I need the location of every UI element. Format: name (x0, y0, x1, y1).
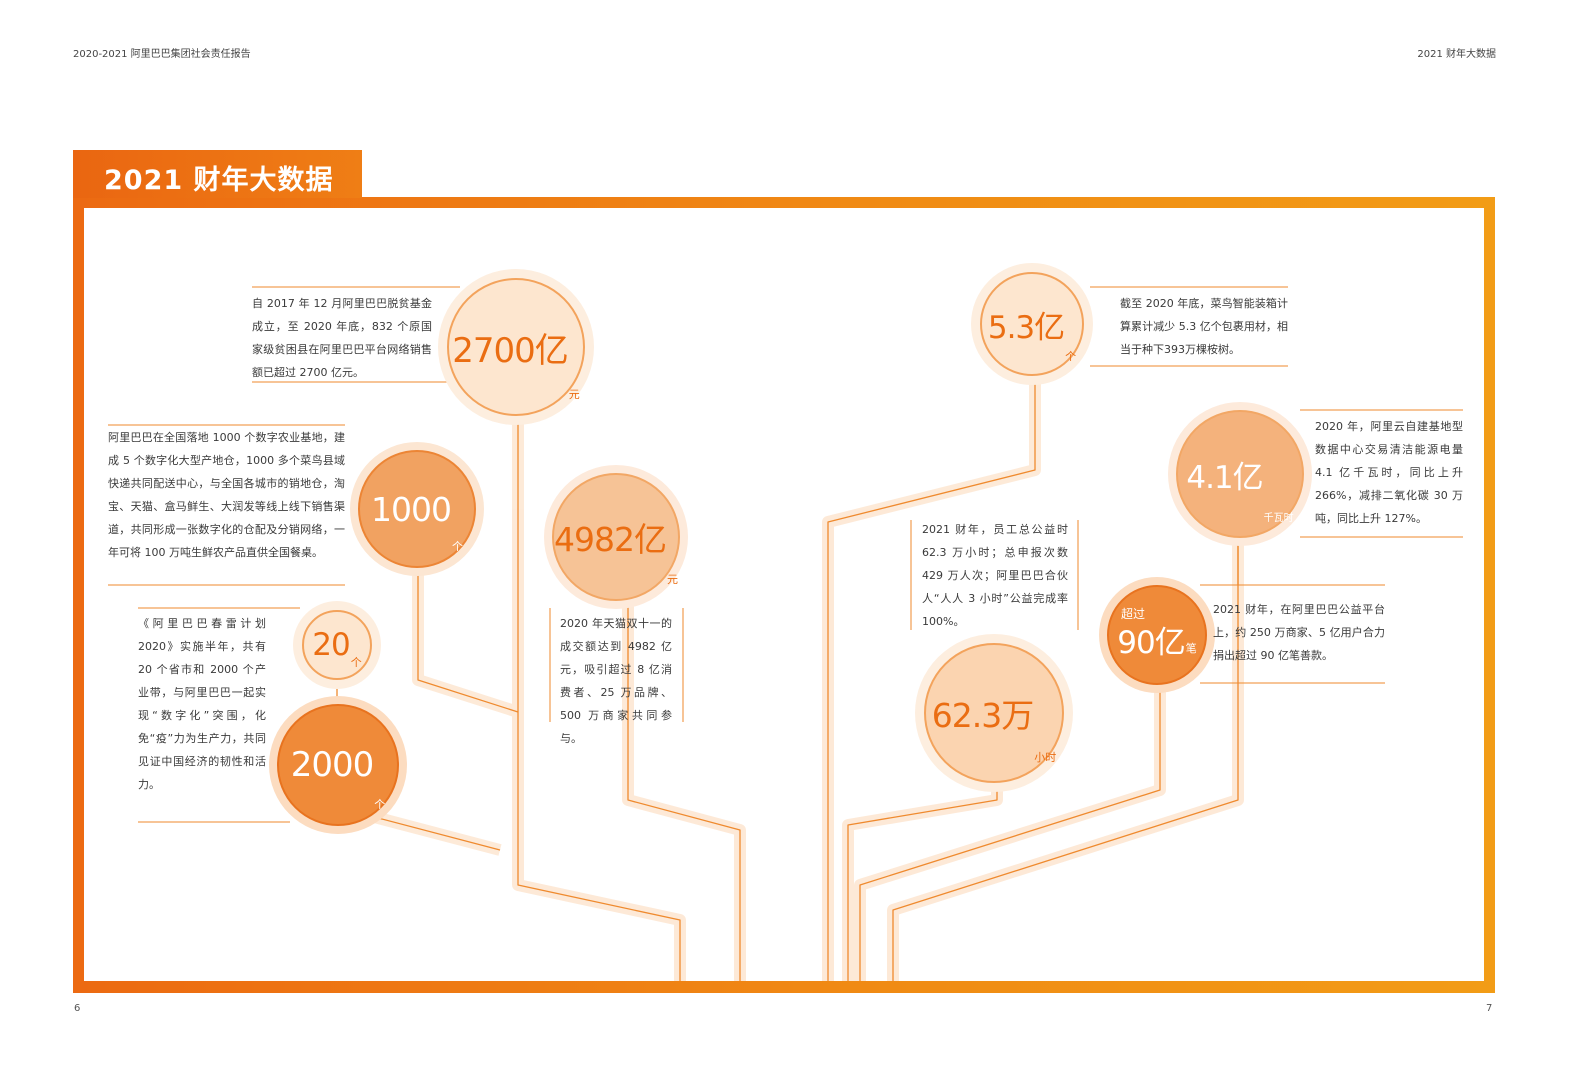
stat-prefix: 超过 (1121, 607, 1146, 621)
page-number-left: 6 (74, 1003, 81, 1014)
stat-unit: 小时 (1034, 751, 1057, 764)
stat-value: 4.1亿 (1186, 459, 1263, 496)
stat-bubble-5-3: 5.3亿个 (980, 272, 1084, 376)
stat-unit: 千瓦时 (1263, 513, 1294, 524)
page-number-right: 7 (1486, 1003, 1493, 1014)
stat-bubble-4-1: 4.1亿千瓦时 (1176, 410, 1304, 538)
stat-description-4982: 2020 年天猫双十一的成交额达到 4982 亿元，吸引超过 8 亿消费者、25… (560, 617, 672, 745)
stat-value: 2000 (290, 745, 375, 785)
stat-bubble-1000: 1000 个 (358, 450, 476, 568)
stat-description-5-3: 截至 2020 年底，菜鸟智能装箱计算累计减少 5.3 亿个包裹用材，相当于种下… (1120, 297, 1288, 356)
title-tab (73, 150, 362, 198)
stat-unit: 元 (568, 388, 580, 401)
stat-value: 90亿 (1117, 625, 1185, 661)
stat-bubble-62-3: 62.3万小时 (924, 643, 1064, 783)
stat-value: 4982亿 (554, 520, 667, 559)
stat-unit: 个 (451, 540, 463, 553)
stat-unit: 笔 (1185, 642, 1197, 655)
stat-unit: 个 (350, 656, 362, 669)
stat-bubble-20: 20 个 (302, 610, 372, 680)
stat-bubble-2000: 2000 个 (277, 704, 399, 826)
stat-description-4-1: 2020 年，阿里云自建基地型数据中心交易清洁能源电量 4.1 亿千瓦时，同比上… (1315, 420, 1463, 525)
stat-unit: 个 (1065, 350, 1077, 363)
stat-value: 20 (312, 627, 350, 663)
stat-unit: 元 (666, 573, 678, 586)
stat-value: 2700亿 (452, 330, 569, 371)
stat-description-90: 2021 财年，在阿里巴巴公益平台上，约 250 万商家、5 亿用户合力捐出超过… (1213, 603, 1385, 662)
stat-description-62-3: 2021 财年，员工总公益时 62.3 万小时；总申报次数 429 万人次；阿里… (922, 523, 1068, 628)
stat-bubble-90: 超过 90亿笔 (1107, 585, 1207, 685)
stat-value: 1000 (371, 489, 452, 529)
section-title-header: 2021 财年大数据 (1417, 49, 1496, 60)
content-panel (84, 208, 1484, 981)
stat-description-1000: 阿里巴巴在全国落地 1000 个数字农业基地，建成 5 个数字化大型产地仓，10… (108, 431, 345, 559)
report-title-header: 2020-2021 阿里巴巴集团社会责任报告 (73, 49, 251, 60)
page-title: 2021 财年大数据 (104, 165, 334, 196)
stat-unit: 个 (374, 798, 386, 811)
stat-bubble-4982: 4982亿元 (552, 473, 680, 601)
stat-description-2000: 《阿里巴巴春雷计划 2020》实施半年，共有 20 个省市和 2000 个产业带… (138, 617, 266, 791)
stat-value: 5.3亿 (987, 309, 1065, 346)
stat-bubble-2700: 2700亿元 (447, 278, 585, 416)
stat-value: 62.3万 (931, 696, 1034, 735)
stat-description-2700: 自 2017 年 12 月阿里巴巴脱贫基金成立，至 2020 年底，832 个原… (252, 297, 432, 379)
